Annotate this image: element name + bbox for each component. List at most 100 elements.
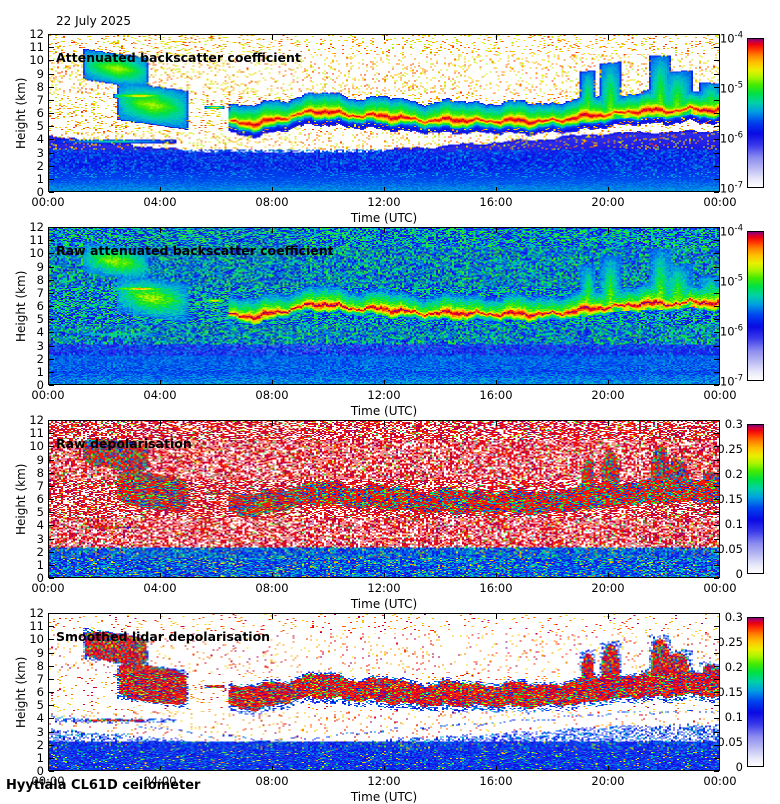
- x-tick-label: 20:00: [591, 195, 625, 209]
- y-tick-mark: [714, 692, 719, 693]
- colorbar-tick-label: 0.05: [717, 735, 743, 749]
- y-tick-mark: [714, 420, 719, 421]
- x-tick-label: 16:00: [479, 388, 513, 402]
- y-tick-label: 4: [36, 132, 44, 147]
- plot-area-raw-attenuated-backscatter[interactable]: [48, 227, 720, 385]
- y-tick-mark: [49, 653, 54, 654]
- x-tick-label: 00:00: [703, 195, 737, 209]
- x-tick-label: 16:00: [479, 581, 513, 595]
- y-tick-label: 8: [36, 465, 44, 480]
- colorbar-tick-label: 10-4: [719, 30, 743, 46]
- y-tick-mark: [49, 372, 54, 373]
- y-tick-mark: [714, 732, 719, 733]
- x-tick-mark: [608, 187, 609, 192]
- y-tick-mark: [49, 758, 54, 759]
- colorbar-tick-label: 0.2: [724, 660, 743, 674]
- y-tick-mark: [49, 692, 54, 693]
- x-tick-mark: [496, 35, 497, 40]
- y-tick-mark: [714, 666, 719, 667]
- y-tick-mark: [49, 745, 54, 746]
- x-tick-label: 12:00: [367, 195, 401, 209]
- plot-area-smoothed-lidar-depolarisation[interactable]: [48, 613, 720, 771]
- y-tick-mark: [714, 745, 719, 746]
- y-tick-label: 11: [29, 619, 44, 634]
- x-tick-label: 20:00: [591, 774, 625, 788]
- x-tick-label: 00:00: [703, 388, 737, 402]
- y-tick-mark: [49, 666, 54, 667]
- x-tick-mark: [160, 766, 161, 771]
- colorbar-tick-label: 10-7: [719, 180, 743, 196]
- x-tick-mark: [496, 228, 497, 233]
- y-tick-mark: [49, 306, 54, 307]
- y-tick-label: 2: [36, 351, 44, 366]
- x-tick-label: 20:00: [591, 581, 625, 595]
- x-tick-label: 12:00: [367, 774, 401, 788]
- x-tick-label: 04:00: [143, 581, 177, 595]
- y-tick-mark: [49, 460, 54, 461]
- y-tick-label: 7: [36, 478, 44, 493]
- x-tick-mark: [608, 573, 609, 578]
- plot-area-raw-depolarisation[interactable]: [48, 420, 720, 578]
- y-tick-label: 0: [36, 764, 44, 778]
- x-tick-mark: [384, 35, 385, 40]
- panel-raw-depolarisation: [48, 420, 720, 578]
- x-tick-label: 04:00: [143, 195, 177, 209]
- y-tick-label: 3: [36, 338, 44, 353]
- y-tick-mark: [49, 359, 54, 360]
- y-tick-mark: [714, 486, 719, 487]
- y-tick-mark: [714, 446, 719, 447]
- panel-title-raw-attenuated-backscatter: Raw attenuated backscatter coefficient: [56, 243, 334, 258]
- y-tick-mark: [49, 47, 54, 48]
- y-tick-mark: [49, 552, 54, 553]
- y-tick-mark: [714, 626, 719, 627]
- y-tick-label: 6: [36, 685, 44, 699]
- y-tick-mark: [49, 578, 54, 579]
- x-tick-mark: [384, 614, 385, 619]
- y-tick-mark: [714, 346, 719, 347]
- y-tick-mark: [714, 679, 719, 680]
- y-tick-mark: [714, 306, 719, 307]
- x-tick-label: 04:00: [143, 774, 177, 788]
- y-tick-mark: [714, 499, 719, 500]
- colorbar-tick-label: 10-7: [719, 373, 743, 389]
- y-tick-mark: [714, 139, 719, 140]
- x-tick-mark: [160, 421, 161, 426]
- y-tick-mark: [714, 705, 719, 706]
- x-tick-mark: [496, 614, 497, 619]
- x-tick-mark: [160, 228, 161, 233]
- x-tick-mark: [384, 421, 385, 426]
- x-tick-mark: [496, 573, 497, 578]
- y-tick-mark: [49, 718, 54, 719]
- colorbar-tick-label: 0.2: [724, 467, 743, 481]
- x-tick-mark: [160, 35, 161, 40]
- heatmap-attenuated-backscatter: [49, 35, 719, 191]
- y-tick-label: 5: [36, 119, 44, 134]
- x-axis-label: Time (UTC): [350, 597, 418, 611]
- y-tick-mark: [714, 192, 719, 193]
- y-tick-label: 5: [36, 505, 44, 520]
- x-tick-mark: [384, 573, 385, 578]
- x-tick-label: 08:00: [255, 388, 289, 402]
- x-tick-label: 08:00: [255, 581, 289, 595]
- x-tick-mark: [496, 380, 497, 385]
- y-tick-mark: [49, 179, 54, 180]
- x-tick-mark: [272, 421, 273, 426]
- y-tick-mark: [714, 385, 719, 386]
- x-tick-mark: [496, 421, 497, 426]
- y-tick-mark: [49, 705, 54, 706]
- y-tick-label: 8: [36, 658, 44, 673]
- x-tick-label: 08:00: [255, 195, 289, 209]
- y-tick-label: 6: [36, 492, 44, 506]
- y-tick-mark: [714, 47, 719, 48]
- y-tick-label: 4: [36, 711, 44, 726]
- x-tick-label: 00:00: [31, 581, 65, 595]
- y-tick-mark: [49, 525, 54, 526]
- x-tick-mark: [384, 187, 385, 192]
- plot-area-attenuated-backscatter[interactable]: [48, 34, 720, 192]
- y-tick-mark: [49, 253, 54, 254]
- panel-title-attenuated-backscatter: Attenuated backscatter coefficient: [56, 50, 301, 65]
- y-tick-label: 11: [29, 40, 44, 55]
- y-tick-mark: [49, 60, 54, 61]
- y-tick-mark: [714, 113, 719, 114]
- y-tick-mark: [49, 126, 54, 127]
